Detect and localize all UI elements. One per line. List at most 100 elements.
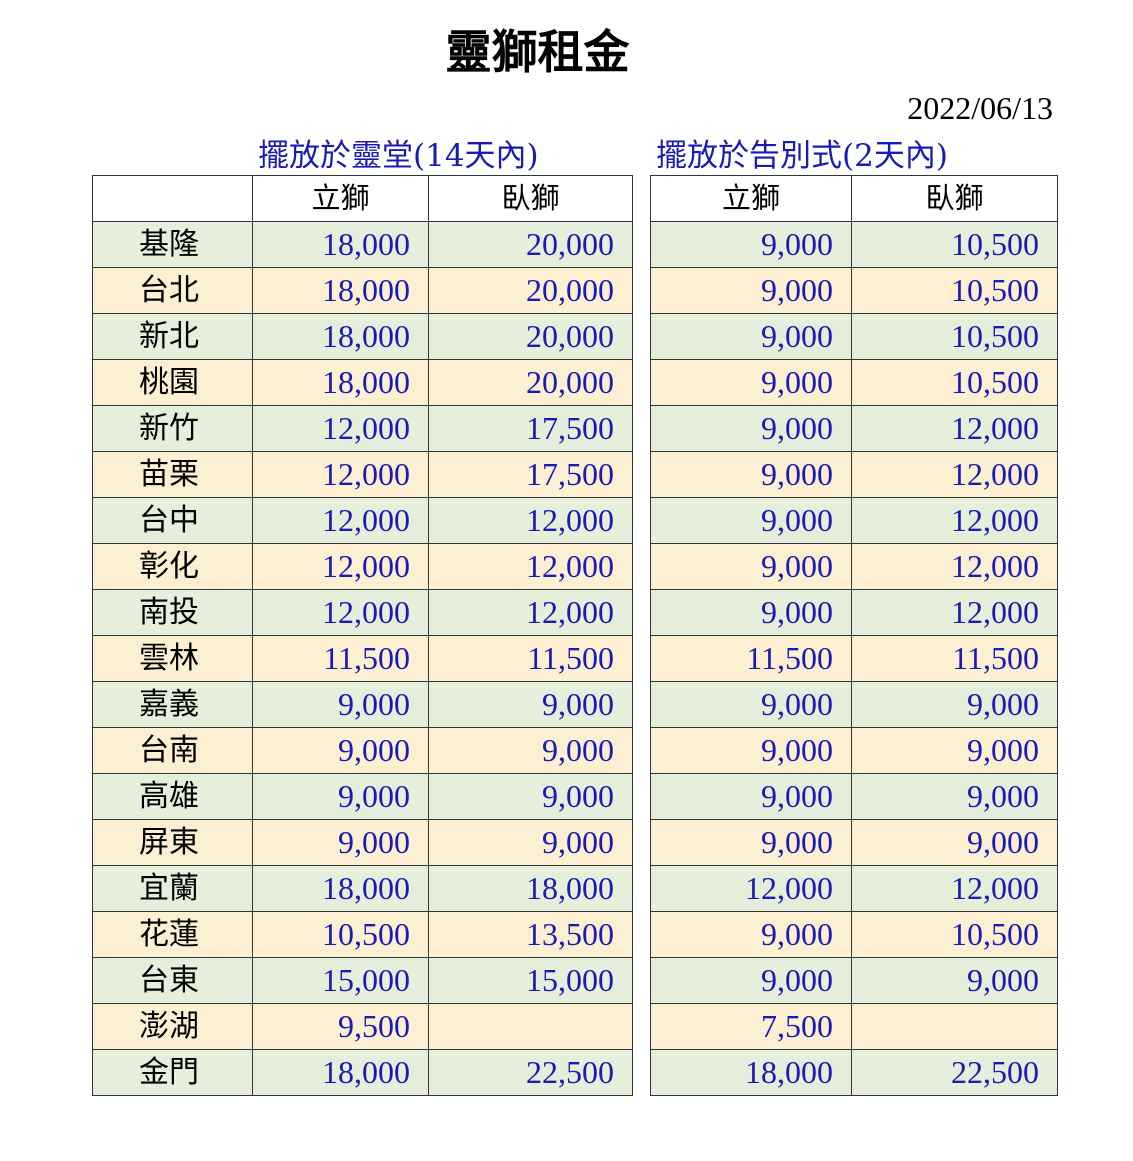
- hall-standing-price: 10,500: [252, 911, 429, 958]
- table-row: 9,000 10,500: [650, 313, 1058, 360]
- table-row: 18,000 22,500: [650, 1049, 1058, 1096]
- funeral-standing-price: 9,000: [650, 313, 852, 360]
- hall-standing-price: 12,000: [252, 405, 429, 452]
- hall-lying-price: 11,500: [428, 635, 633, 682]
- hall-lying-price: 20,000: [428, 221, 633, 268]
- hall-lying-price: 12,000: [428, 589, 633, 636]
- table-row: 7,500: [650, 1003, 1058, 1050]
- table-row: 9,000 12,000: [650, 451, 1058, 498]
- city-cell: 台南: [92, 727, 253, 774]
- table-row: 高雄 9,000 9,000: [92, 773, 633, 820]
- funeral-standing-price: 9,000: [650, 221, 852, 268]
- page-title: 靈獅租金: [445, 25, 630, 79]
- table-row: 屏東 9,000 9,000: [92, 819, 633, 866]
- hall-lying-price: 18,000: [428, 865, 633, 912]
- hall-standing-price: 18,000: [252, 359, 429, 406]
- hall-standing-price: 9,000: [252, 773, 429, 820]
- funeral-standing-price: 9,000: [650, 819, 852, 866]
- hall-rental-table: 立獅 臥獅 基隆 18,000 20,000 台北 18,000 20,000 新北 18,0…: [92, 175, 633, 1096]
- funeral-lying-price: 12,000: [851, 543, 1058, 590]
- hall-lying-price: 17,500: [428, 451, 633, 498]
- section-hall-heading: 擺放於靈堂(14天內): [258, 138, 539, 174]
- funeral-lying-price: 9,000: [851, 681, 1058, 728]
- table-row: 9,000 9,000: [650, 957, 1058, 1004]
- hall-lying-price: 12,000: [428, 543, 633, 590]
- city-cell: 澎湖: [92, 1003, 253, 1050]
- city-cell: 金門: [92, 1049, 253, 1096]
- table-row: 金門 18,000 22,500: [92, 1049, 633, 1096]
- table-row: 9,000 10,500: [650, 267, 1058, 314]
- standing-lion-header: 立獅: [650, 175, 852, 222]
- hall-standing-price: 18,000: [252, 865, 429, 912]
- funeral-standing-price: 9,000: [650, 957, 852, 1004]
- table-row: 台東 15,000 15,000: [92, 957, 633, 1004]
- city-cell: 苗栗: [92, 451, 253, 498]
- funeral-lying-price: 12,000: [851, 497, 1058, 544]
- table-row: 9,000 10,500: [650, 911, 1058, 958]
- hall-standing-price: 18,000: [252, 221, 429, 268]
- hall-standing-price: 12,000: [252, 451, 429, 498]
- funeral-lying-price: 10,500: [851, 313, 1058, 360]
- hall-lying-price: 12,000: [428, 497, 633, 544]
- hall-standing-price: 11,500: [252, 635, 429, 682]
- table-row: 雲林 11,500 11,500: [92, 635, 633, 682]
- funeral-lying-price: 12,000: [851, 589, 1058, 636]
- table-row: 12,000 12,000: [650, 865, 1058, 912]
- city-cell: 宜蘭: [92, 865, 253, 912]
- funeral-standing-price: 9,000: [650, 543, 852, 590]
- hall-standing-price: 12,000: [252, 497, 429, 544]
- table-row: 台北 18,000 20,000: [92, 267, 633, 314]
- table-header-row: 立獅 臥獅: [650, 175, 1058, 222]
- funeral-standing-price: 11,500: [650, 635, 852, 682]
- hall-standing-price: 9,000: [252, 681, 429, 728]
- hall-standing-price: 18,000: [252, 1049, 429, 1096]
- hall-lying-price: 17,500: [428, 405, 633, 452]
- hall-standing-price: 12,000: [252, 543, 429, 590]
- hall-lying-price: [428, 1003, 633, 1050]
- table-row: 9,000 12,000: [650, 589, 1058, 636]
- table-row: 基隆 18,000 20,000: [92, 221, 633, 268]
- hall-standing-price: 18,000: [252, 313, 429, 360]
- hall-lying-price: 9,000: [428, 819, 633, 866]
- hall-standing-price: 12,000: [252, 589, 429, 636]
- hall-lying-price: 20,000: [428, 359, 633, 406]
- table-row: 台南 9,000 9,000: [92, 727, 633, 774]
- date-label: 2022/06/13: [907, 90, 1053, 126]
- funeral-standing-price: 9,000: [650, 451, 852, 498]
- funeral-standing-price: 7,500: [650, 1003, 852, 1050]
- table-row: 台中 12,000 12,000: [92, 497, 633, 544]
- table-row: 9,000 9,000: [650, 819, 1058, 866]
- hall-standing-price: 18,000: [252, 267, 429, 314]
- funeral-standing-price: 9,000: [650, 681, 852, 728]
- hall-standing-price: 15,000: [252, 957, 429, 1004]
- hall-lying-price: 20,000: [428, 267, 633, 314]
- table-row: 9,000 12,000: [650, 405, 1058, 452]
- city-cell: 屏東: [92, 819, 253, 866]
- table-row: 9,000 9,000: [650, 727, 1058, 774]
- lying-lion-header: 臥獅: [851, 175, 1058, 222]
- hall-lying-price: 15,000: [428, 957, 633, 1004]
- city-cell: 新竹: [92, 405, 253, 452]
- city-cell: 桃園: [92, 359, 253, 406]
- standing-lion-header: 立獅: [252, 175, 429, 222]
- funeral-lying-price: [851, 1003, 1058, 1050]
- funeral-rental-table: 立獅 臥獅 9,000 10,500 9,000 10,500 9,000 10,500 9…: [650, 175, 1058, 1096]
- table-row: 新竹 12,000 17,500: [92, 405, 633, 452]
- hall-lying-price: 9,000: [428, 773, 633, 820]
- funeral-lying-price: 10,500: [851, 911, 1058, 958]
- table-row: 9,000 9,000: [650, 773, 1058, 820]
- funeral-lying-price: 10,500: [851, 221, 1058, 268]
- funeral-lying-price: 12,000: [851, 865, 1058, 912]
- table-row: 9,000 9,000: [650, 681, 1058, 728]
- lying-lion-header: 臥獅: [428, 175, 633, 222]
- hall-lying-price: 13,500: [428, 911, 633, 958]
- funeral-standing-price: 9,000: [650, 589, 852, 636]
- table-row: 嘉義 9,000 9,000: [92, 681, 633, 728]
- funeral-lying-price: 12,000: [851, 451, 1058, 498]
- funeral-standing-price: 9,000: [650, 773, 852, 820]
- table-header-row: 立獅 臥獅: [92, 175, 633, 222]
- city-cell: 彰化: [92, 543, 253, 590]
- funeral-lying-price: 22,500: [851, 1049, 1058, 1096]
- city-cell: 台中: [92, 497, 253, 544]
- section-funeral-heading: 擺放於告別式(2天內): [656, 138, 948, 174]
